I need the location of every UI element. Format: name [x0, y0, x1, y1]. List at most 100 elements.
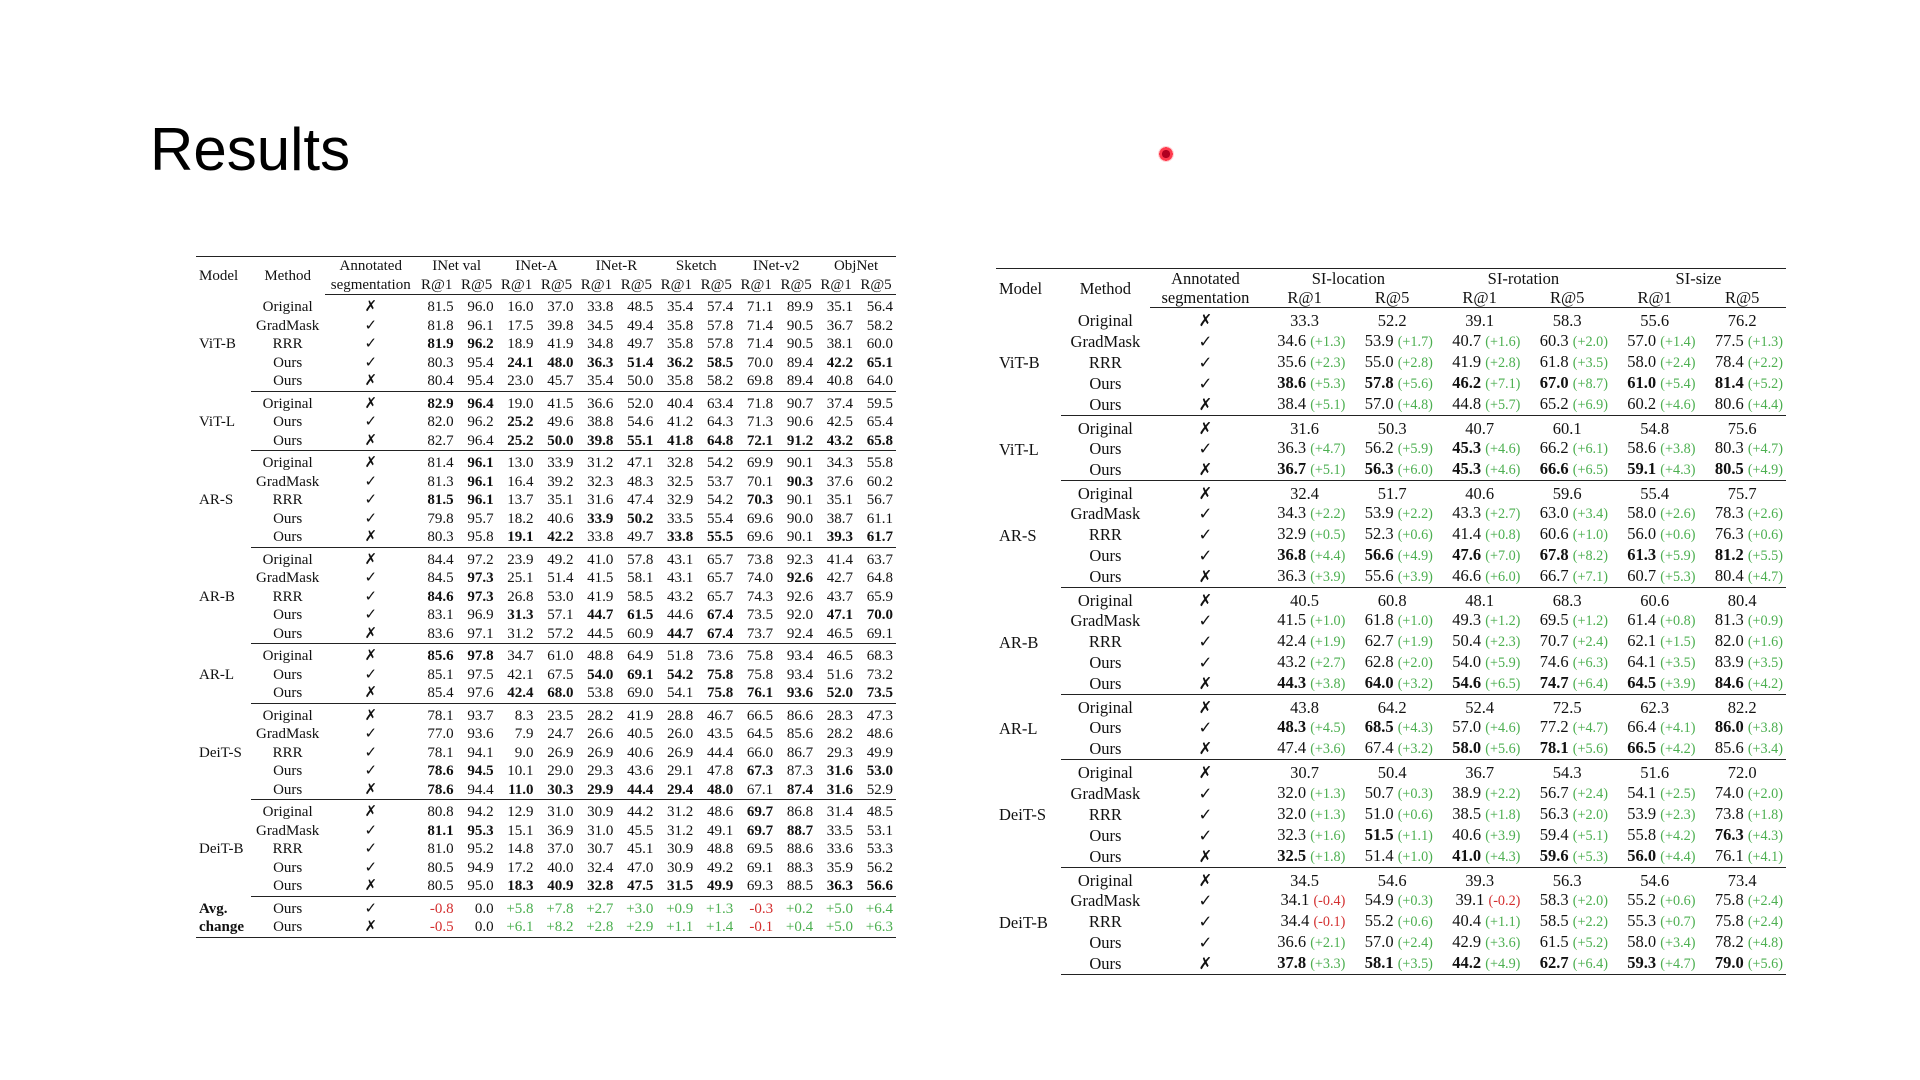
table-cell: 52.9 — [856, 780, 896, 800]
model-group: AR-S Original ✗ 32.4 51.7 40.6 59.6 55.4 75.7 Gra… — [996, 480, 1786, 588]
table-cell: 71.1 — [746, 299, 774, 316]
col-header-metric: R@1 — [576, 275, 617, 295]
table-cell: 83.9 (+3.5) — [1698, 652, 1786, 673]
cell-delta: (+1.6) — [1485, 333, 1521, 350]
table-cell: 87.3 — [786, 763, 814, 780]
cell-value: 40.7 — [1452, 330, 1482, 350]
method-name: Ours — [250, 372, 325, 392]
method-name: Ours — [1089, 438, 1122, 458]
table-row: DeiT-S Original ✗ 78.1 93.7 8.3 23.5 28.2 41.9 28… — [196, 703, 896, 761]
method-name: GradMask — [1070, 890, 1141, 910]
cell-delta: (+3.2) — [1397, 676, 1433, 693]
table-cell: 78.1 — [427, 707, 454, 724]
table-cell: 94.9 — [467, 859, 494, 876]
table-cell: 96.2 — [467, 336, 494, 353]
cell-delta: (-0.4) — [1313, 892, 1346, 909]
table-cell: 60.8 — [1348, 587, 1436, 610]
cell-value: 54.9 — [1364, 889, 1394, 909]
table-row: GradMask ✓ 32.0 (+1.3) 50.7 (+0.3) 38.9 (+2.… — [996, 783, 1786, 804]
table-cell: 49.2 — [547, 551, 574, 568]
annotation-mark: ✗ — [1150, 738, 1261, 761]
table-cell: 84.4 — [427, 551, 454, 568]
cell-delta: (+1.7) — [1397, 333, 1433, 350]
table-cell: 89.4 — [786, 354, 814, 371]
table-cell: 36.8 (+4.4) — [1261, 545, 1349, 566]
cell-delta: (+3.4) — [1747, 741, 1783, 758]
table-cell: 49.4 — [627, 317, 654, 334]
cell-value: 59.3 — [1627, 952, 1657, 972]
cell-delta: (+4.2) — [1660, 741, 1696, 758]
table-cell: 29.3 — [826, 744, 854, 761]
cell-delta: (+3.9) — [1660, 676, 1696, 693]
cell-delta: (+4.7) — [1747, 440, 1783, 457]
table-cell: 97.5 — [467, 666, 494, 683]
table-cell: 10.1 — [507, 763, 534, 780]
table-cell: 35.9 — [826, 859, 854, 876]
method-name: Ours — [1089, 653, 1122, 673]
cell-delta: (+1.8) — [1485, 806, 1521, 823]
table-cell: 74.6 (+6.3) — [1523, 652, 1611, 673]
cell-value: 44.8 — [1452, 393, 1482, 413]
table-cell: 78.6 — [427, 763, 454, 780]
table-cell: 34.1 (-0.4) — [1261, 890, 1349, 911]
avg-change-cell: +5.0 — [816, 918, 857, 938]
cell-delta: (+5.9) — [1485, 655, 1521, 672]
table-cell: 47.5 — [616, 877, 657, 897]
table-cell: 85.6 — [427, 648, 454, 665]
table-row: Ours ✓ 32.3 (+1.6) 51.5 (+1.1) 40.6 (+3.9) 59… — [996, 825, 1786, 846]
cell-value: 55.6 — [1640, 311, 1670, 331]
results-table-imagenet: Model Method Annotated INet val INet-A I… — [196, 256, 896, 938]
model-name: DeiT-S — [999, 805, 1047, 825]
table-cell: 41.8 — [656, 431, 697, 451]
table-cell: 55.3 (+0.7) — [1611, 911, 1699, 932]
table-cell: 90.6 — [786, 414, 814, 431]
table-cell: 66.5 (+4.2) — [1610, 738, 1699, 761]
table-cell: 71.3 — [746, 414, 774, 431]
cell-delta: (+1.2) — [1485, 613, 1521, 630]
cell-value: 60.2 — [1627, 393, 1657, 413]
cell-value: 78.3 — [1714, 502, 1744, 522]
table-cell: 9.0 — [514, 744, 534, 761]
cell-value: 50.4 — [1377, 763, 1407, 783]
cell-value: 54.0 — [1452, 652, 1482, 672]
annotation-mark: ✓ — [364, 726, 378, 743]
table-cell: 50.7 (+0.3) — [1348, 783, 1436, 804]
cell-delta: (+1.4) — [1660, 333, 1696, 350]
table-cell: 71.4 — [746, 336, 774, 353]
table-cell: 25.1 — [507, 570, 534, 587]
cell-value: 32.4 — [1290, 483, 1320, 503]
table-cell: 96.0 — [467, 299, 494, 316]
table-cell: 8.3 — [514, 707, 534, 724]
method-name: GradMask — [1070, 783, 1141, 803]
cell-value: 59.4 — [1539, 824, 1569, 844]
method-name: Original — [1077, 763, 1133, 783]
table-cell: 81.9 — [427, 336, 454, 353]
table-cell: 54.6 — [1611, 867, 1699, 890]
col-header-annotated-sub: segmentation — [1150, 288, 1261, 309]
cell-delta: (+4.7) — [1660, 955, 1696, 972]
table-cell: 42.9 (+3.6) — [1436, 932, 1524, 953]
col-header-metric: R@5 — [456, 275, 497, 295]
table-cell: 26.6 — [587, 726, 614, 743]
table-cell: 23.5 — [547, 707, 574, 724]
table-cell: 60.3 (+2.0) — [1523, 331, 1611, 352]
annotation-mark: ✗ — [324, 918, 417, 938]
table-cell: 35.8 — [667, 317, 694, 334]
table-cell: 76.2 — [1698, 308, 1786, 331]
method-name: Original — [1077, 418, 1133, 438]
annotation-mark: ✓ — [1198, 373, 1213, 393]
table-cell: 50.0 — [536, 431, 577, 451]
cell-delta: (+5.6) — [1572, 741, 1608, 758]
table-cell: 54.8 — [1611, 415, 1699, 438]
annotation-mark: ✗ — [1198, 591, 1213, 611]
table-row: ViT-L Original ✗ 31.6 50.3 40.7 60.1 54.8 75.6 — [996, 415, 1786, 459]
cell-value: 61.8 — [1364, 610, 1394, 630]
table-row: GradMask ✓ 34.3 (+2.2) 53.9 (+2.2) 43.3 (+2.… — [996, 503, 1786, 524]
table-cell: 41.0 (+4.3) — [1435, 845, 1524, 868]
table-cell: 36.6 — [587, 395, 614, 412]
table-cell: 82.0 (+1.6) — [1698, 631, 1786, 652]
table-cell: 25.2 — [507, 414, 534, 431]
cell-value: 40.5 — [1290, 591, 1320, 611]
table-cell: 68.5 (+4.3) — [1348, 717, 1436, 738]
table-cell: 45.7 — [536, 372, 577, 392]
